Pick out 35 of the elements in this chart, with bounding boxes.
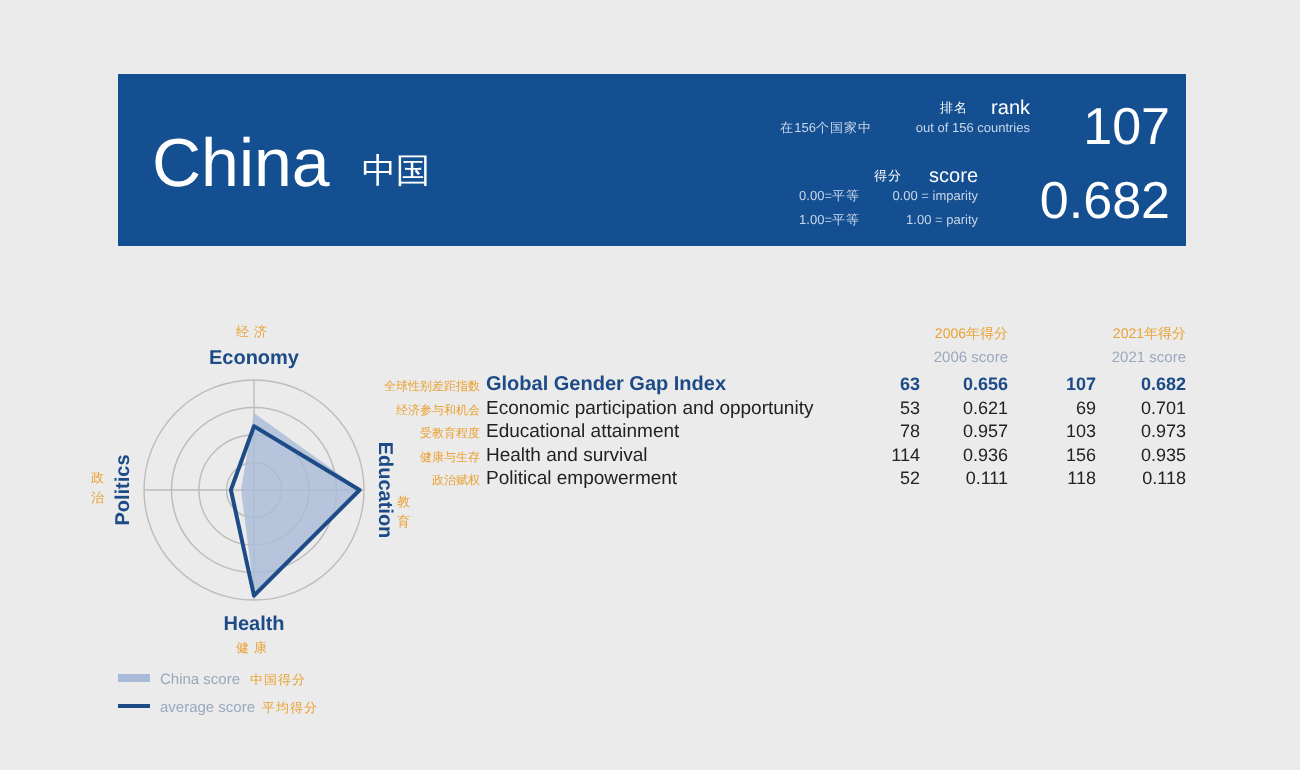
text: 0.118 bbox=[1142, 468, 1186, 489]
text: 0.682 bbox=[1140, 374, 1186, 394]
text: Political empowerment bbox=[486, 468, 678, 491]
text: Health and survival bbox=[486, 444, 648, 467]
text: 78 bbox=[899, 421, 920, 442]
text: 0.957 bbox=[962, 421, 1008, 442]
text: 103 bbox=[1065, 421, 1096, 442]
text: 0.682 bbox=[1039, 170, 1170, 230]
text: 0.701 bbox=[1140, 397, 1186, 418]
text: China bbox=[152, 126, 330, 202]
text: 107 bbox=[1065, 374, 1096, 394]
text: Educational attainment bbox=[486, 421, 681, 444]
text: 114 bbox=[891, 444, 920, 465]
text: score bbox=[929, 166, 979, 188]
text: 118 bbox=[1067, 468, 1096, 489]
text: 52 bbox=[899, 468, 920, 489]
text: 中国 bbox=[362, 152, 430, 190]
text: 156 bbox=[1065, 444, 1096, 465]
text: 0.621 bbox=[962, 397, 1008, 418]
text: 0.935 bbox=[1140, 444, 1186, 465]
spoke-label: Politics bbox=[113, 453, 136, 526]
text: rank bbox=[991, 98, 1032, 120]
text: 0.936 bbox=[962, 444, 1008, 465]
spoke-label: Education bbox=[372, 441, 395, 539]
text: 107 bbox=[1083, 96, 1170, 156]
spoke-label: Health bbox=[223, 614, 285, 636]
spoke-label: Economy bbox=[208, 348, 300, 370]
text: 63 bbox=[899, 374, 920, 394]
text: Economic participation and opportunity bbox=[486, 397, 814, 420]
text: 0.656 bbox=[962, 374, 1008, 394]
text: 0.973 bbox=[1140, 421, 1186, 442]
text: 53 bbox=[899, 397, 920, 418]
text: Global Gender Gap Index bbox=[486, 374, 727, 396]
text: 69 bbox=[1075, 397, 1096, 418]
text: 0.111 bbox=[965, 468, 1008, 489]
